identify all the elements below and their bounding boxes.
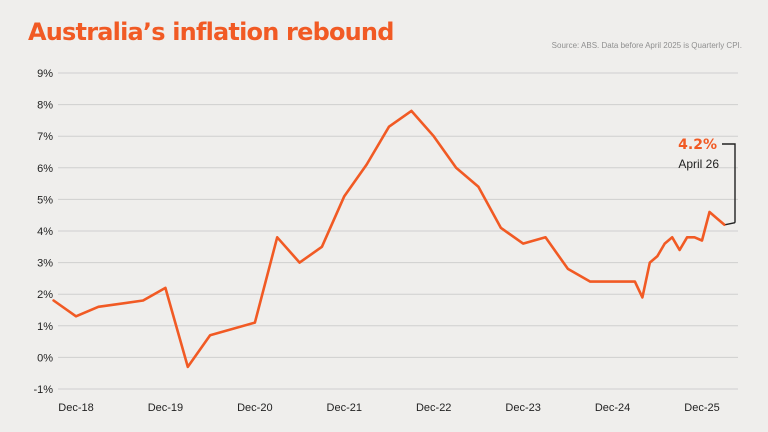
x-tick-label: Dec-20 — [237, 402, 272, 414]
y-tick-label: 4% — [37, 226, 53, 238]
x-tick-label: Dec-18 — [58, 402, 93, 414]
y-tick-label: 5% — [37, 194, 53, 206]
y-tick-label: -1% — [33, 384, 53, 396]
x-tick-label: Dec-25 — [684, 402, 719, 414]
x-tick-label: Dec-22 — [416, 402, 451, 414]
callout-bracket — [722, 143, 736, 223]
y-tick-label: 2% — [37, 289, 53, 301]
y-axis-ticks: -1% 0% 1% 2% 3% 4% 5% 6% 7% 8% 9% — [33, 68, 53, 396]
x-tick-label: Dec-21 — [327, 402, 362, 414]
chart-title: Australia’s inflation rebound — [28, 18, 394, 46]
y-tick-label: 7% — [37, 131, 53, 143]
gridlines — [58, 72, 738, 390]
y-tick-label: 8% — [37, 100, 53, 112]
source-note: Source: ABS. Data before April 2025 is Q… — [551, 41, 742, 50]
y-tick-label: 1% — [37, 321, 53, 333]
series — [52, 109, 726, 369]
callout-value: 4.2% — [678, 137, 717, 153]
callout-date: April 26 — [678, 157, 719, 171]
x-axis-ticks: Dec-18 Dec-19 Dec-20 Dec-21 Dec-22 Dec-23 Dec-… — [58, 402, 719, 414]
y-tick-label: 0% — [37, 352, 53, 364]
inflation-line — [52, 109, 726, 369]
y-tick-label: 6% — [37, 163, 53, 175]
callout-pointer — [725, 221, 736, 226]
x-tick-label: Dec-19 — [148, 402, 183, 414]
y-tick-label: 3% — [37, 258, 53, 270]
y-tick-label: 9% — [37, 68, 53, 80]
x-tick-label: Dec-23 — [505, 402, 540, 414]
latest-value-callout: 4.2% April 26 — [678, 137, 736, 226]
x-tick-label: Dec-24 — [595, 402, 630, 414]
